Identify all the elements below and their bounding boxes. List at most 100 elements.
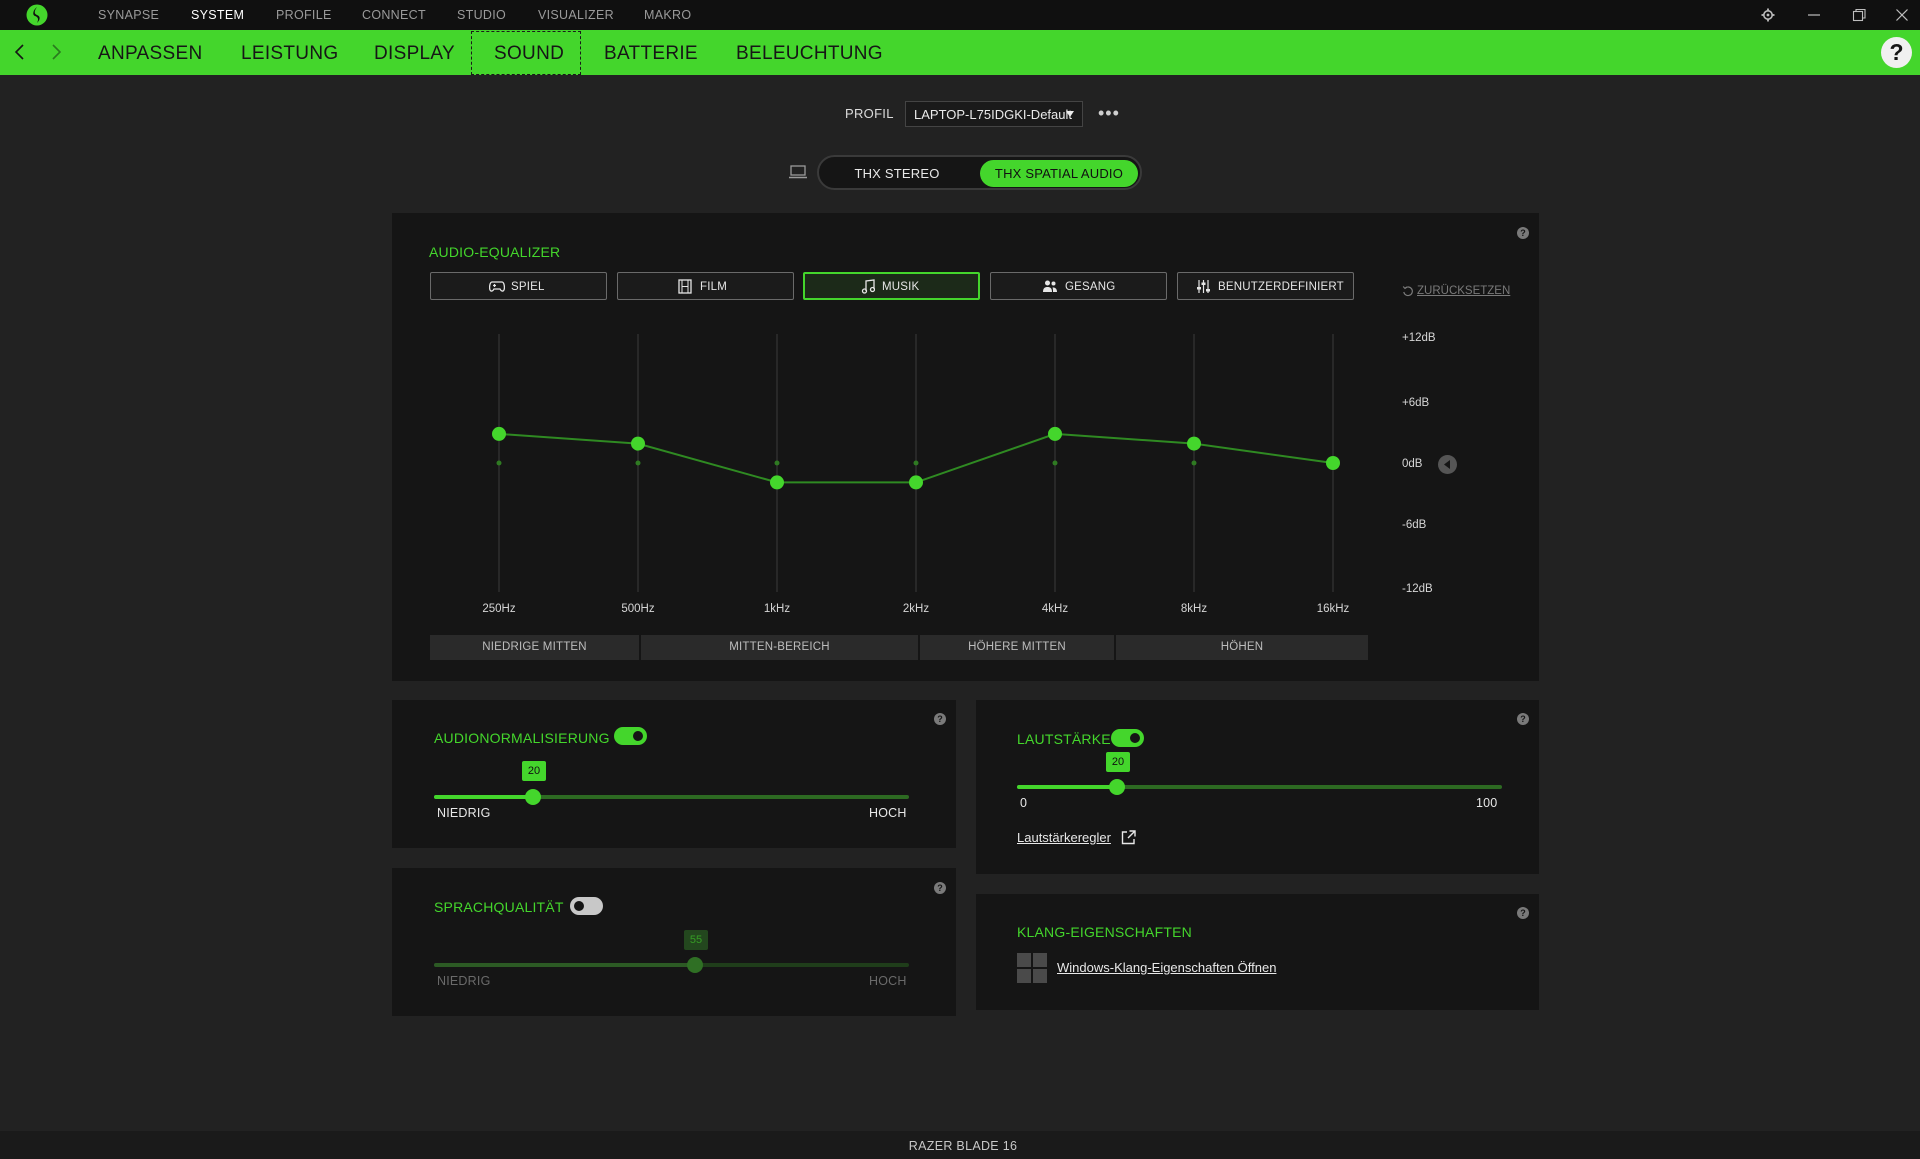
- tab-leistung[interactable]: LEISTUNG: [241, 43, 339, 64]
- eq-band-handle[interactable]: [909, 475, 923, 490]
- range-mitten-bereich: MITTEN-BEREICH: [641, 635, 918, 660]
- sound-properties-help-icon[interactable]: ?: [1517, 907, 1529, 919]
- back-arrow-icon[interactable]: [10, 42, 30, 62]
- normalization-title: AUDIONORMALISIERUNG: [434, 730, 610, 746]
- volume-min-label: 0: [1020, 796, 1028, 810]
- eq-freq-label: 1kHz: [764, 603, 790, 615]
- volume-max-label: 100: [1476, 796, 1498, 810]
- gamepad-icon: [489, 281, 505, 292]
- preset-gesang-label: GESANG: [1065, 281, 1116, 293]
- tab-anpassen[interactable]: ANPASSEN: [98, 43, 203, 64]
- thx-stereo-option[interactable]: THX STEREO: [854, 166, 940, 181]
- windows-logo-icon: [1017, 953, 1047, 983]
- eq-zero-marker: [635, 460, 641, 466]
- db-label-plus12: +12dB: [1402, 332, 1436, 344]
- sound-properties-title: KLANG-EIGENSCHAFTEN: [1017, 924, 1192, 940]
- external-link-icon[interactable]: [1121, 830, 1136, 845]
- windows-sound-properties-link[interactable]: Windows-Klang-Eigenschaften Öffnen: [1057, 960, 1277, 975]
- preset-spiel-label: SPIEL: [511, 281, 545, 293]
- preset-spiel-button[interactable]: SPIEL: [430, 272, 607, 300]
- preset-musik-button[interactable]: MUSIK: [803, 272, 980, 300]
- device-name: RAZER BLADE 16: [908, 1139, 1018, 1153]
- reset-icon: [1402, 286, 1413, 297]
- eq-freq-label: 2kHz: [903, 603, 929, 615]
- tab-display[interactable]: DISPLAY: [374, 43, 455, 64]
- eq-band-handle[interactable]: [492, 426, 506, 441]
- volume-toggle[interactable]: [1111, 729, 1144, 747]
- speech-quality-help-icon[interactable]: ?: [934, 882, 946, 894]
- thx-spatial-audio-option[interactable]: THX SPATIAL AUDIO: [980, 160, 1138, 187]
- normalization-slider-thumb[interactable]: [525, 789, 541, 805]
- reset-link[interactable]: ZURÜCKSETZEN: [1417, 285, 1511, 297]
- volume-slider-track[interactable]: [1017, 785, 1502, 789]
- normalization-toggle[interactable]: [614, 727, 647, 745]
- db-label-plus6: +6dB: [1402, 397, 1430, 409]
- laptop-icon: [789, 165, 807, 179]
- sub-tab-bar: ANPASSEN LEISTUNG DISPLAY SOUND BATTERIE…: [0, 30, 1920, 75]
- db-label-minus12: -12dB: [1402, 583, 1433, 595]
- volume-slider-thumb[interactable]: [1109, 779, 1125, 795]
- eq-zero-marker: [774, 460, 780, 466]
- forward-arrow-icon[interactable]: [46, 42, 66, 62]
- eq-band-handle[interactable]: [1326, 456, 1340, 470]
- preset-film-button[interactable]: FILM: [617, 272, 794, 300]
- nav-visualizer[interactable]: VISUALIZER: [538, 8, 614, 22]
- settings-gear-icon[interactable]: [1756, 4, 1780, 26]
- equalizer-help-icon[interactable]: ?: [1517, 227, 1529, 239]
- eq-freq-label: 500Hz: [621, 603, 654, 615]
- preset-gesang-button[interactable]: GESANG: [990, 272, 1167, 300]
- eq-band-handle[interactable]: [1048, 426, 1062, 441]
- eq-zero-marker: [1191, 460, 1197, 466]
- volume-help-icon[interactable]: ?: [1517, 713, 1529, 725]
- preset-musik-label: MUSIK: [882, 281, 920, 293]
- preset-benutzerdefiniert-button[interactable]: BENUTZERDEFINIERT: [1177, 272, 1354, 300]
- film-icon: [678, 279, 692, 294]
- zero-db-indicator-icon[interactable]: [1438, 455, 1457, 474]
- speech-quality-slider-thumb[interactable]: [687, 957, 703, 973]
- music-note-icon: [861, 279, 875, 294]
- eq-freq-label: 8kHz: [1181, 603, 1207, 615]
- eq-band-handle[interactable]: [1187, 436, 1201, 451]
- tab-sound[interactable]: SOUND: [494, 43, 565, 64]
- nav-synapse[interactable]: SYNAPSE: [98, 8, 160, 22]
- eq-freq-label: 250Hz: [482, 603, 515, 615]
- eq-band-handle[interactable]: [631, 436, 645, 451]
- title-bar: SYNAPSE SYSTEM PROFILE CONNECT STUDIO VI…: [0, 0, 1920, 30]
- profile-dropdown[interactable]: LAPTOP-L75IDGKI-Default: [905, 101, 1083, 127]
- help-icon[interactable]: ?: [1881, 37, 1912, 68]
- normalization-help-icon[interactable]: ?: [934, 713, 946, 725]
- eq-band-handle[interactable]: [770, 475, 784, 490]
- tab-beleuchtung[interactable]: BELEUCHTUNG: [736, 43, 883, 64]
- speech-quality-max-label: HOCH: [869, 974, 907, 988]
- eq-zero-marker: [913, 460, 919, 466]
- normalization-slider-track[interactable]: [434, 795, 909, 799]
- profile-value: LAPTOP-L75IDGKI-Default: [914, 107, 1072, 122]
- profile-more-button[interactable]: •••: [1098, 103, 1120, 123]
- normalization-panel: [392, 700, 956, 848]
- volume-slider-fill: [1017, 785, 1117, 789]
- audio-mode-toggle: THX STEREO THX SPATIAL AUDIO: [817, 155, 1142, 190]
- volume-mixer-link[interactable]: Lautstärkeregler: [1017, 830, 1111, 845]
- speech-quality-toggle[interactable]: [570, 897, 603, 915]
- db-label-0: 0dB: [1402, 458, 1423, 470]
- razer-logo-icon: [26, 4, 48, 26]
- eq-freq-label: 16kHz: [1317, 603, 1350, 615]
- equalizer-graph[interactable]: 250Hz 500Hz 1kHz 2kHz 4kHz 8kHz 16kHz: [430, 320, 1350, 620]
- nav-studio[interactable]: STUDIO: [457, 8, 507, 22]
- normalization-value-badge: 20: [522, 761, 546, 781]
- sound-properties-panel: [976, 894, 1539, 1010]
- range-niedrige-mitten: NIEDRIGE MITTEN: [430, 635, 639, 660]
- eq-freq-label: 4kHz: [1042, 603, 1068, 615]
- frequency-range-bar: NIEDRIGE MITTEN MITTEN-BEREICH HÖHERE MI…: [430, 635, 1368, 660]
- tab-sound-focus-frame: [471, 31, 581, 75]
- minimize-icon[interactable]: [1802, 4, 1826, 26]
- nav-system[interactable]: SYSTEM: [191, 8, 245, 22]
- nav-profile[interactable]: PROFILE: [276, 8, 332, 22]
- nav-makro[interactable]: MAKRO: [644, 8, 692, 22]
- preset-benutzerdefiniert-label: BENUTZERDEFINIERT: [1218, 281, 1344, 293]
- tab-batterie[interactable]: BATTERIE: [604, 43, 698, 64]
- close-icon[interactable]: [1890, 4, 1914, 26]
- nav-connect[interactable]: CONNECT: [362, 8, 426, 22]
- restore-icon[interactable]: [1847, 4, 1871, 26]
